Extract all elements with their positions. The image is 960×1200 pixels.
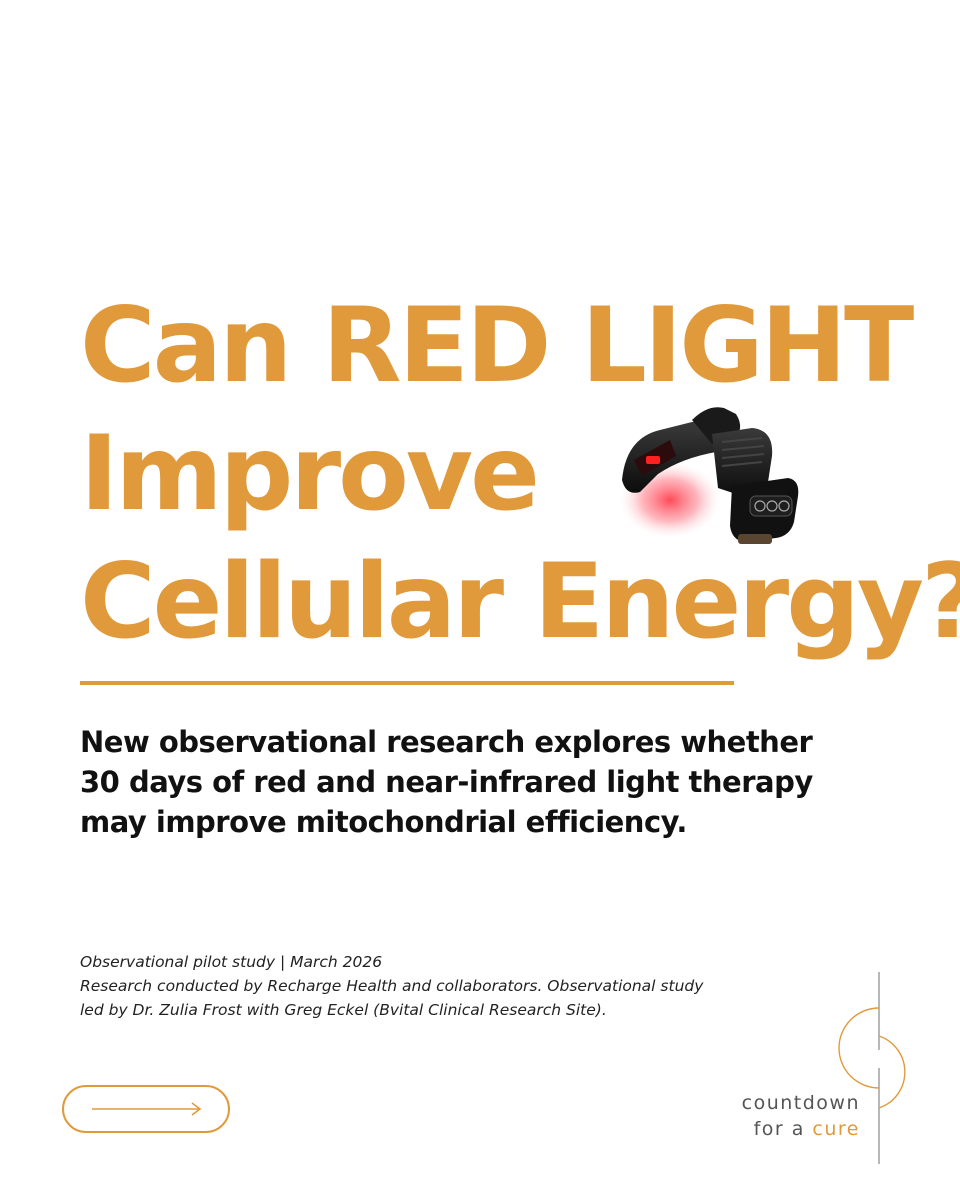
logo-line-2: for a cure [742, 1116, 860, 1142]
divider [80, 681, 734, 685]
logo-line-1: countdown [741, 1092, 860, 1114]
logo-wordmark: countdown for a cure [742, 1090, 860, 1142]
logo-mark [838, 972, 906, 1164]
headline-line-1: Can RED LIGHT [80, 286, 914, 406]
logo-line-2-accent: cure [812, 1118, 860, 1140]
logo-line-2-prefix: for a [753, 1118, 813, 1140]
study-credit-2: led by Dr. Zulia Frost with Greg Eckel (… [80, 1001, 607, 1019]
red-light-device-image [620, 407, 799, 544]
next-button[interactable] [62, 1085, 230, 1133]
study-details: Observational pilot study | March 2026 R… [80, 950, 760, 1022]
study-credit-1: Research conducted by Recharge Health an… [80, 977, 704, 995]
subheadline: New observational research explores whet… [80, 725, 813, 839]
headline-line-3: Cellular Energy? [80, 542, 960, 662]
arrow-right-icon [92, 1102, 202, 1116]
headline-line-2: Improve [80, 414, 540, 534]
study-date: Observational pilot study | March 2026 [80, 953, 383, 971]
headline: Can RED LIGHT Improve Cellular Energy? [80, 282, 960, 666]
